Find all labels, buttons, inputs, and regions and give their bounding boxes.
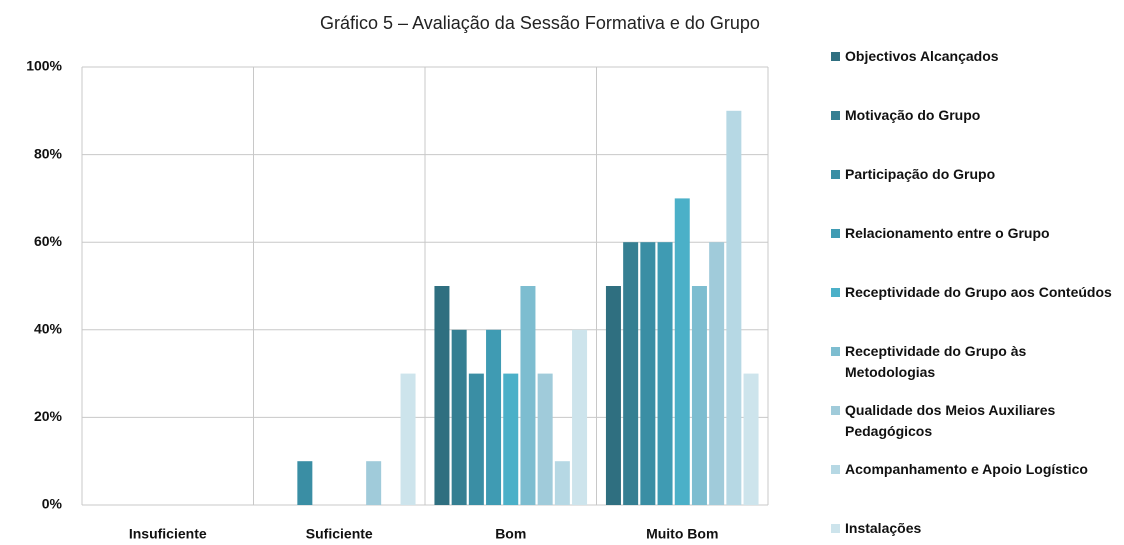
legend-label: Participação do Grupo <box>845 166 996 182</box>
bar <box>537 373 553 505</box>
bar <box>503 373 519 505</box>
legend-entry: Acompanhamento e Apoio Logístico <box>828 459 1118 480</box>
legend-entry: Motivação do Grupo <box>828 105 1118 126</box>
legend-swatch <box>831 524 840 533</box>
legend-entry: Objectivos Alcançados <box>828 46 1118 67</box>
legend-swatch <box>831 406 840 415</box>
legend-swatch <box>831 170 840 179</box>
bar <box>657 242 673 505</box>
legend-swatch <box>831 347 840 356</box>
x-tick-label: Insuficiente <box>129 526 207 542</box>
chart: Gráfico 5 – Avaliação da Sessão Formativ… <box>26 13 769 542</box>
y-tick-label: 0% <box>42 496 63 512</box>
bar <box>743 373 759 505</box>
legend-swatch <box>831 111 840 120</box>
legend-label: Relacionamento entre o Grupo <box>845 225 1050 241</box>
bar <box>640 242 656 505</box>
bar <box>691 286 707 505</box>
legend-entry: Instalações <box>828 518 1118 539</box>
bar <box>451 329 467 505</box>
bar <box>572 329 588 505</box>
bar <box>400 373 416 505</box>
legend-label: Qualidade dos Meios Auxiliares Pedagógic… <box>845 402 1056 439</box>
bar <box>366 461 382 505</box>
x-tick-label: Muito Bom <box>646 526 718 542</box>
legend-entry: Relacionamento entre o Grupo <box>828 223 1118 244</box>
legend-label: Motivação do Grupo <box>845 107 981 123</box>
bar <box>605 286 621 505</box>
legend-entry: Qualidade dos Meios Auxiliares Pedagógic… <box>828 400 1118 442</box>
legend-label: Acompanhamento e Apoio Logístico <box>845 461 1088 477</box>
legend-entry: Participação do Grupo <box>828 164 1118 185</box>
legend-swatch <box>831 229 840 238</box>
y-tick-label: 80% <box>34 145 63 161</box>
x-tick-label: Bom <box>495 526 526 542</box>
legend-swatch <box>831 288 840 297</box>
bar <box>520 286 536 505</box>
bar <box>297 461 313 505</box>
legend-label: Receptividade do Grupo às Metodologias <box>845 343 1027 380</box>
bar <box>486 329 502 505</box>
y-tick-label: 20% <box>34 408 63 424</box>
x-tick-label: Suficiente <box>306 526 373 542</box>
y-tick-label: 100% <box>26 58 62 74</box>
bar <box>554 461 570 505</box>
legend-label: Receptividade do Grupo aos Conteúdos <box>845 284 1112 300</box>
legend-entry: Receptividade do Grupo aos Conteúdos <box>828 282 1118 303</box>
y-tick-label: 40% <box>34 321 63 337</box>
legend-swatch <box>831 465 840 474</box>
bar <box>468 373 484 505</box>
legend-swatch <box>831 52 840 61</box>
bar <box>674 198 690 505</box>
bar <box>726 110 742 506</box>
bar <box>623 242 639 505</box>
legend-label: Objectivos Alcançados <box>845 48 999 64</box>
chart-title: Gráfico 5 – Avaliação da Sessão Formativ… <box>320 13 760 33</box>
bar <box>709 242 725 505</box>
bar <box>434 286 450 505</box>
legend-entry: Receptividade do Grupo às Metodologias <box>828 341 1118 383</box>
legend-label: Instalações <box>845 520 922 536</box>
y-tick-label: 60% <box>34 233 63 249</box>
